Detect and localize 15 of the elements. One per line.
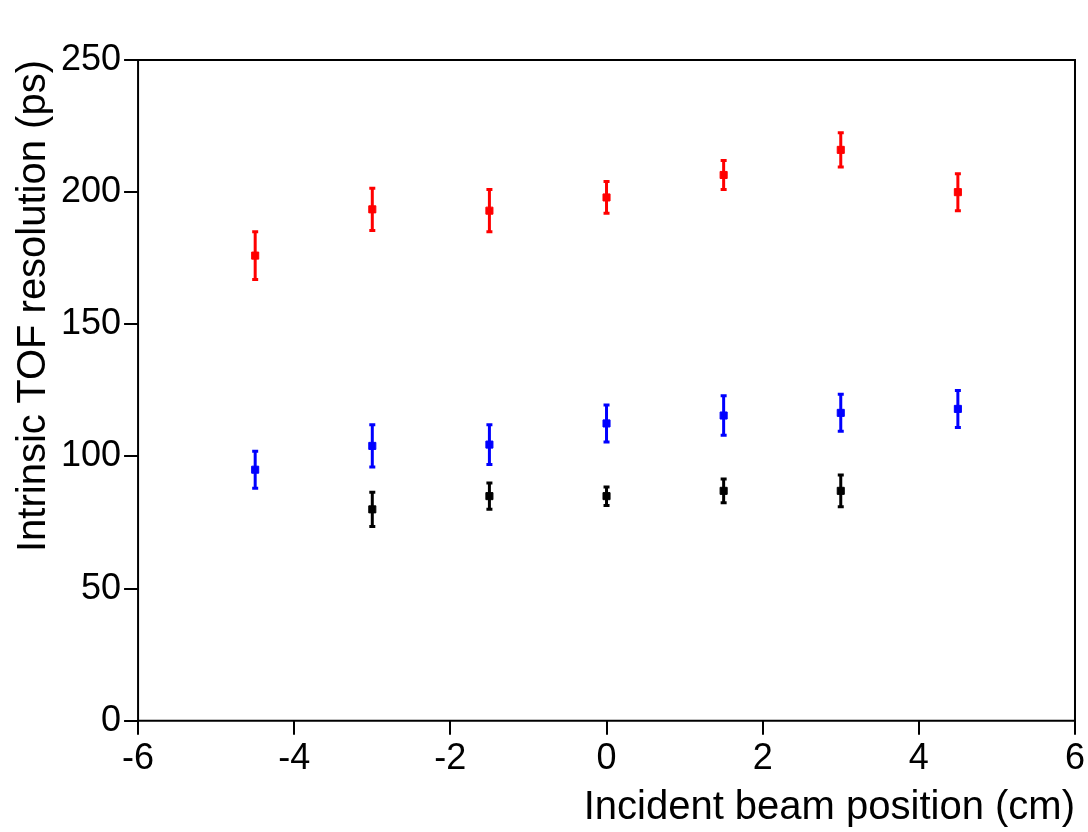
y-tick-label: 250 [60,36,122,78]
x-tick-label: -6 [122,736,155,778]
x-tick-label: -4 [278,736,311,778]
x-tick-label: 4 [908,736,929,778]
y-tick-label: 100 [60,433,122,475]
x-tick-label: 6 [1064,736,1085,778]
x-axis-title: Incident beam position (cm) [583,783,1075,828]
x-tick-label: -2 [434,736,467,778]
y-tick-label: 0 [101,697,122,739]
y-tick-label: 150 [60,301,122,343]
x-tick-label: 2 [752,736,773,778]
y-axis-title: Intrinsic TOF resolution (ps) [9,60,54,553]
y-tick-label: 200 [60,169,122,211]
y-tick-label: 50 [81,565,122,607]
x-tick-label: 0 [596,736,617,778]
